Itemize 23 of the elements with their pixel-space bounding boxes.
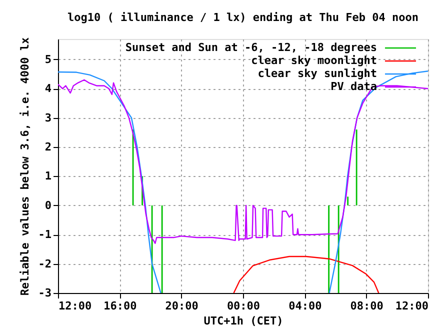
x-tick-label: 08:00	[350, 300, 384, 312]
x-tick-label: 12:00	[395, 300, 428, 312]
x-tick-label: 00:00	[226, 300, 260, 312]
y-tick-label: 4	[44, 82, 52, 96]
y-tick-label: -1	[38, 228, 52, 242]
x-tick-label: 16:00	[104, 300, 137, 312]
chart-title: log10 ( illuminance / 1 lx) ending at Thu Feb 04 noon	[68, 10, 418, 24]
y-tick-label: -3	[38, 286, 52, 300]
legend-label: clear sky sunlight	[258, 67, 377, 80]
y-tick-label: 0	[44, 198, 52, 212]
y-tick-label: -2	[38, 257, 52, 270]
x-tick-label: 12:00	[58, 300, 92, 312]
x-axis-title: UTC+1h (CET)	[204, 314, 284, 328]
y-tick-label: 3	[44, 111, 52, 124]
y-tick-label: 5	[44, 52, 52, 66]
y-axis-title: Reliable values below 3.6, i.e. 4000 lx	[18, 36, 32, 296]
x-tick-label: 20:00	[165, 300, 198, 312]
x-tick-label: 04:00	[288, 300, 322, 312]
y-tick-label: 2	[44, 140, 52, 154]
legend-label: PV data	[330, 80, 377, 93]
y-tick-label: 1	[44, 170, 52, 183]
legend-label: Sunset and Sun at -6, -12, -18 degrees	[125, 41, 377, 54]
legend-label: clear sky moonlight	[251, 54, 377, 67]
